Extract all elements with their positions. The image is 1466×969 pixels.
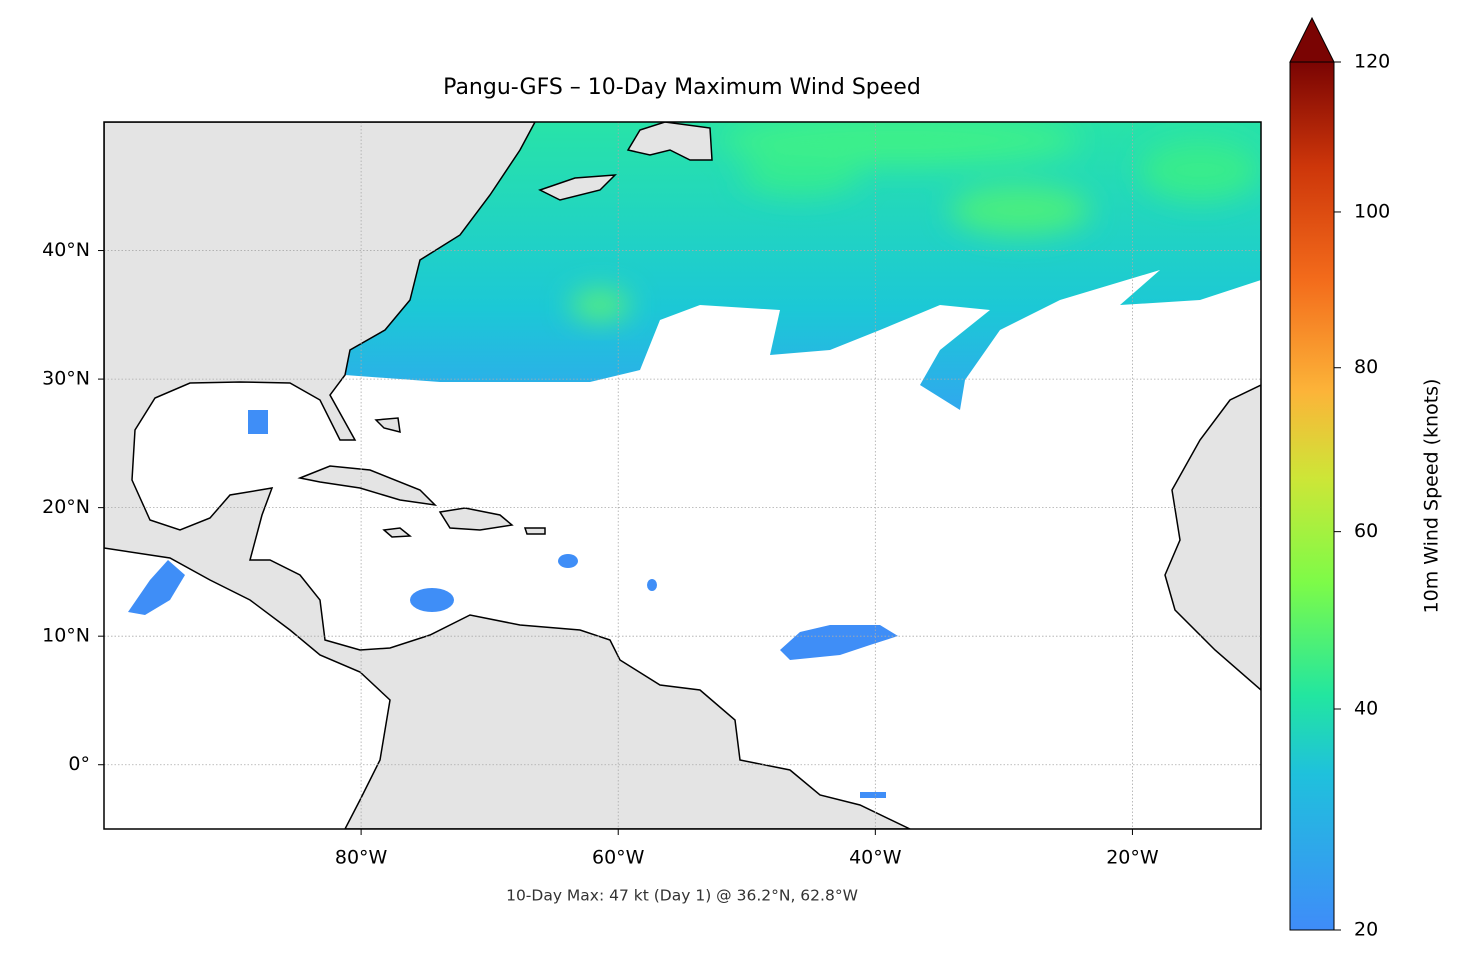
- footnote: 10-Day Max: 47 kt (Day 1) @ 36.2°N, 62.8…: [506, 887, 858, 905]
- y-tick-label: 0°: [68, 753, 90, 775]
- cuba: [297, 465, 438, 507]
- x-tick-label: 40°W: [849, 847, 902, 869]
- map-title: Pangu-GFS – 10-Day Maximum Wind Speed: [443, 75, 921, 100]
- colorbar-extend: [1289, 16, 1335, 63]
- y-tick-label: 20°N: [42, 496, 90, 518]
- nova-scotia: [538, 174, 617, 201]
- colorbar-tick-label: 120: [1354, 51, 1390, 73]
- x-tick-label: 20°W: [1106, 847, 1159, 869]
- x-tick-label: 80°W: [335, 847, 388, 869]
- americas: [104, 122, 911, 829]
- newfoundland: [626, 122, 713, 161]
- colorbar-frame: [1289, 61, 1335, 931]
- gridlines: [104, 122, 1261, 829]
- x-tick-label: 60°W: [592, 847, 645, 869]
- colorbar-tick-label: 60: [1354, 520, 1378, 542]
- y-tick-label: 10°N: [42, 625, 90, 647]
- y-tick-label: 30°N: [42, 368, 90, 390]
- bahamas: [374, 417, 401, 433]
- colorbar: [1290, 62, 1334, 930]
- colorbar-label: 10m Wind Speed (knots): [1421, 379, 1443, 614]
- map-frame: [103, 121, 1262, 830]
- y-tick-label: 40°N: [42, 239, 90, 261]
- wind-maxima: [570, 122, 1260, 320]
- puerto-rico: [523, 527, 546, 535]
- africa: [1164, 384, 1261, 691]
- map-body: [104, 122, 1261, 829]
- colorbar-tick-label: 100: [1354, 200, 1390, 222]
- colorbar-tick-label: 40: [1354, 697, 1378, 719]
- colorbar-tick-label: 20: [1354, 919, 1378, 941]
- colorbar-tick-label: 80: [1354, 356, 1378, 378]
- jamaica: [382, 527, 413, 538]
